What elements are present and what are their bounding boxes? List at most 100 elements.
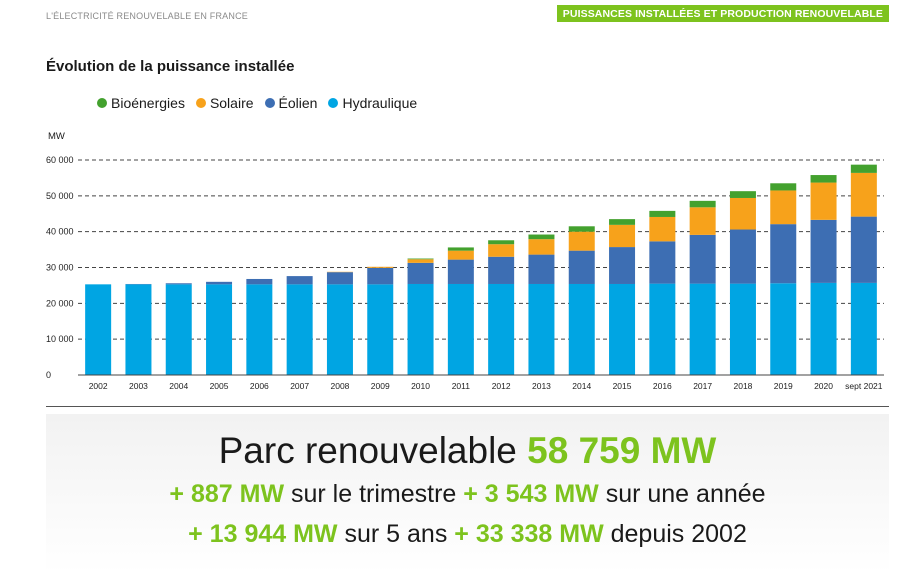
since-2002-growth-value: + 33 338 MW [454, 520, 604, 548]
since-2002-growth-label: depuis 2002 [610, 520, 747, 548]
y-tick-label: 30 000 [46, 263, 74, 273]
bar-segment-hydraulique [165, 284, 192, 375]
y-tick-label: 50 000 [46, 191, 74, 201]
x-tick-label: 2003 [129, 381, 148, 391]
section-header: L'ÉLECTRICITÉ RENOUVELABLE EN FRANCE [46, 11, 248, 21]
bar-segment-bioénergies [810, 175, 837, 183]
bar-segment-hydraulique [447, 283, 474, 375]
bar-segment-éolien [528, 254, 555, 284]
bar-segment-bioénergies [649, 210, 676, 217]
bar-segment-solaire [649, 216, 676, 242]
summary-panel: Parc renouvelable 58 759 MW + 887 MW sur… [46, 414, 889, 573]
bar-segment-solaire [528, 239, 555, 255]
x-tick-label: 2007 [290, 381, 309, 391]
bar-segment-solaire [770, 190, 797, 225]
bar-segment-bioénergies [447, 247, 474, 251]
legend-swatch [97, 98, 107, 108]
x-tick-label: 2015 [613, 381, 632, 391]
x-tick-label: 2006 [250, 381, 269, 391]
y-tick-label: 20 000 [46, 298, 74, 308]
bar-segment-hydraulique [568, 283, 595, 375]
bar-segment-bioénergies [407, 258, 434, 260]
x-tick-label: 2011 [452, 381, 471, 391]
bar-segment-éolien [246, 278, 273, 285]
x-tick-label: 2016 [653, 381, 672, 391]
bar-segment-hydraulique [609, 283, 636, 375]
x-tick-label: 2009 [371, 381, 390, 391]
bar-segment-éolien [488, 256, 515, 284]
bar-segment-solaire [810, 182, 837, 220]
year-growth-label: sur une année [605, 480, 766, 508]
bar-segment-éolien [286, 276, 313, 285]
bar-segment-solaire [609, 224, 636, 248]
bar-segment-solaire [568, 231, 595, 251]
five-year-growth-label: sur 5 ans [344, 520, 448, 548]
legend-item: Bioénergies [97, 95, 185, 111]
x-tick-label: 2005 [210, 381, 229, 391]
bar-segment-bioénergies [850, 164, 877, 173]
summary-longterm-line: + 13 944 MW sur 5 ans + 33 338 MW depuis… [46, 520, 889, 549]
x-tick-label: 2018 [733, 381, 752, 391]
legend-swatch [264, 98, 275, 108]
bar-segment-hydraulique [246, 284, 273, 375]
legend-swatch [328, 98, 339, 108]
bar-segment-bioénergies [609, 219, 636, 225]
bar-segment-solaire [850, 172, 877, 217]
bar-segment-hydraulique [528, 283, 555, 375]
bar-segment-éolien [649, 241, 676, 284]
bar-segment-hydraulique [689, 283, 716, 375]
legend-label: Éolien [278, 95, 318, 111]
quarter-growth-label: sur le trimestre [291, 480, 457, 508]
bar-segment-hydraulique [729, 283, 756, 375]
y-axis-unit: MW [48, 131, 65, 142]
bar-segment-éolien [165, 283, 192, 285]
bar-segment-éolien [609, 247, 636, 284]
bar-segment-éolien [206, 281, 233, 285]
bar-segment-bioénergies [488, 240, 515, 245]
chart-legend: Bioénergies Solaire Éolien Hydraulique [97, 95, 417, 111]
bar-segment-solaire [689, 207, 716, 235]
legend-label: Hydraulique [342, 95, 418, 111]
legend-item: Hydraulique [328, 95, 417, 111]
bar-segment-solaire [407, 259, 434, 263]
bar-segment-bioénergies [770, 183, 797, 191]
bar-segment-bioénergies [729, 191, 756, 198]
y-tick-label: 10 000 [46, 334, 74, 344]
x-tick-label: 2012 [492, 381, 511, 391]
x-tick-label: 2010 [411, 381, 430, 391]
bar-segment-hydraulique [810, 282, 837, 375]
five-year-growth-value: + 13 944 MW [188, 520, 338, 548]
summary-total-label: Parc renouvelable [218, 430, 517, 471]
bar-segment-hydraulique [85, 284, 112, 375]
bar-segment-bioénergies [568, 226, 595, 232]
bar-segment-bioénergies [689, 200, 716, 208]
bar-segment-éolien [850, 216, 877, 283]
bar-segment-solaire [729, 197, 756, 230]
bar-segment-éolien [367, 267, 394, 285]
bar-segment-éolien [326, 272, 353, 285]
legend-label: Bioénergies [111, 95, 185, 111]
bar-segment-éolien [568, 250, 595, 284]
y-tick-label: 60 000 [46, 155, 74, 165]
bar-segment-hydraulique [125, 284, 152, 375]
bar-segment-hydraulique [488, 283, 515, 375]
stacked-bar-chart: 0 10 000 20 000 30 000 40 000 50 000 60 000 200… [46, 155, 884, 391]
bar-segment-solaire [367, 266, 394, 268]
x-tick-label: 2017 [693, 381, 712, 391]
bar-segment-éolien [447, 259, 474, 284]
divider [46, 406, 889, 407]
bar-segment-solaire [447, 250, 474, 260]
legend-item: Solaire [195, 95, 254, 111]
bar-segment-hydraulique [286, 284, 313, 375]
bar-segment-bioénergies [528, 234, 555, 240]
x-tick-label: 2002 [89, 381, 108, 391]
bar-segment-éolien [770, 224, 797, 284]
bar-segment-hydraulique [850, 282, 877, 375]
year-growth-value: + 3 543 MW [463, 480, 599, 508]
bar-segment-éolien [729, 229, 756, 284]
bar-segment-éolien [810, 219, 837, 283]
bar-segment-hydraulique [326, 284, 353, 375]
bar-segment-hydraulique [407, 283, 434, 375]
section-badge: PUISSANCES INSTALLÉES ET PRODUCTION RENO… [556, 5, 889, 22]
bar-segment-hydraulique [770, 283, 797, 375]
